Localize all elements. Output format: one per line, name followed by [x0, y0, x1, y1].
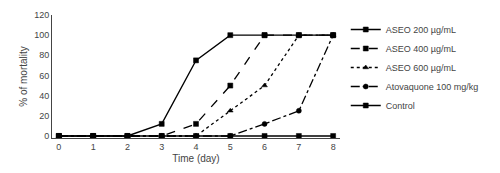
svg-text:Control: Control [386, 101, 415, 111]
svg-text:1: 1 [91, 142, 96, 152]
svg-text:0: 0 [44, 131, 49, 141]
svg-text:20: 20 [39, 111, 49, 121]
svg-text:3: 3 [159, 142, 164, 152]
svg-text:60: 60 [39, 71, 49, 81]
svg-text:40: 40 [39, 91, 49, 101]
svg-text:80: 80 [39, 50, 49, 60]
svg-text:100: 100 [34, 30, 49, 40]
svg-text:4: 4 [193, 142, 198, 152]
svg-text:% of mortality: % of mortality [18, 46, 29, 107]
svg-text:ASEO 600 µg/mL: ASEO 600 µg/mL [386, 63, 456, 73]
svg-text:7: 7 [296, 142, 301, 152]
svg-text:Atovaquone 100 mg/kg: Atovaquone 100 mg/kg [386, 82, 479, 92]
svg-text:Time (day): Time (day) [172, 153, 219, 164]
svg-text:8: 8 [331, 142, 336, 152]
svg-text:6: 6 [262, 142, 267, 152]
svg-text:120: 120 [34, 10, 49, 20]
svg-text:ASEO 200 µg/mL: ASEO 200 µg/mL [386, 25, 456, 35]
svg-text:ASEO 400 µg/mL: ASEO 400 µg/mL [386, 44, 456, 54]
svg-text:0: 0 [56, 142, 61, 152]
svg-text:5: 5 [228, 142, 233, 152]
svg-text:2: 2 [125, 142, 130, 152]
